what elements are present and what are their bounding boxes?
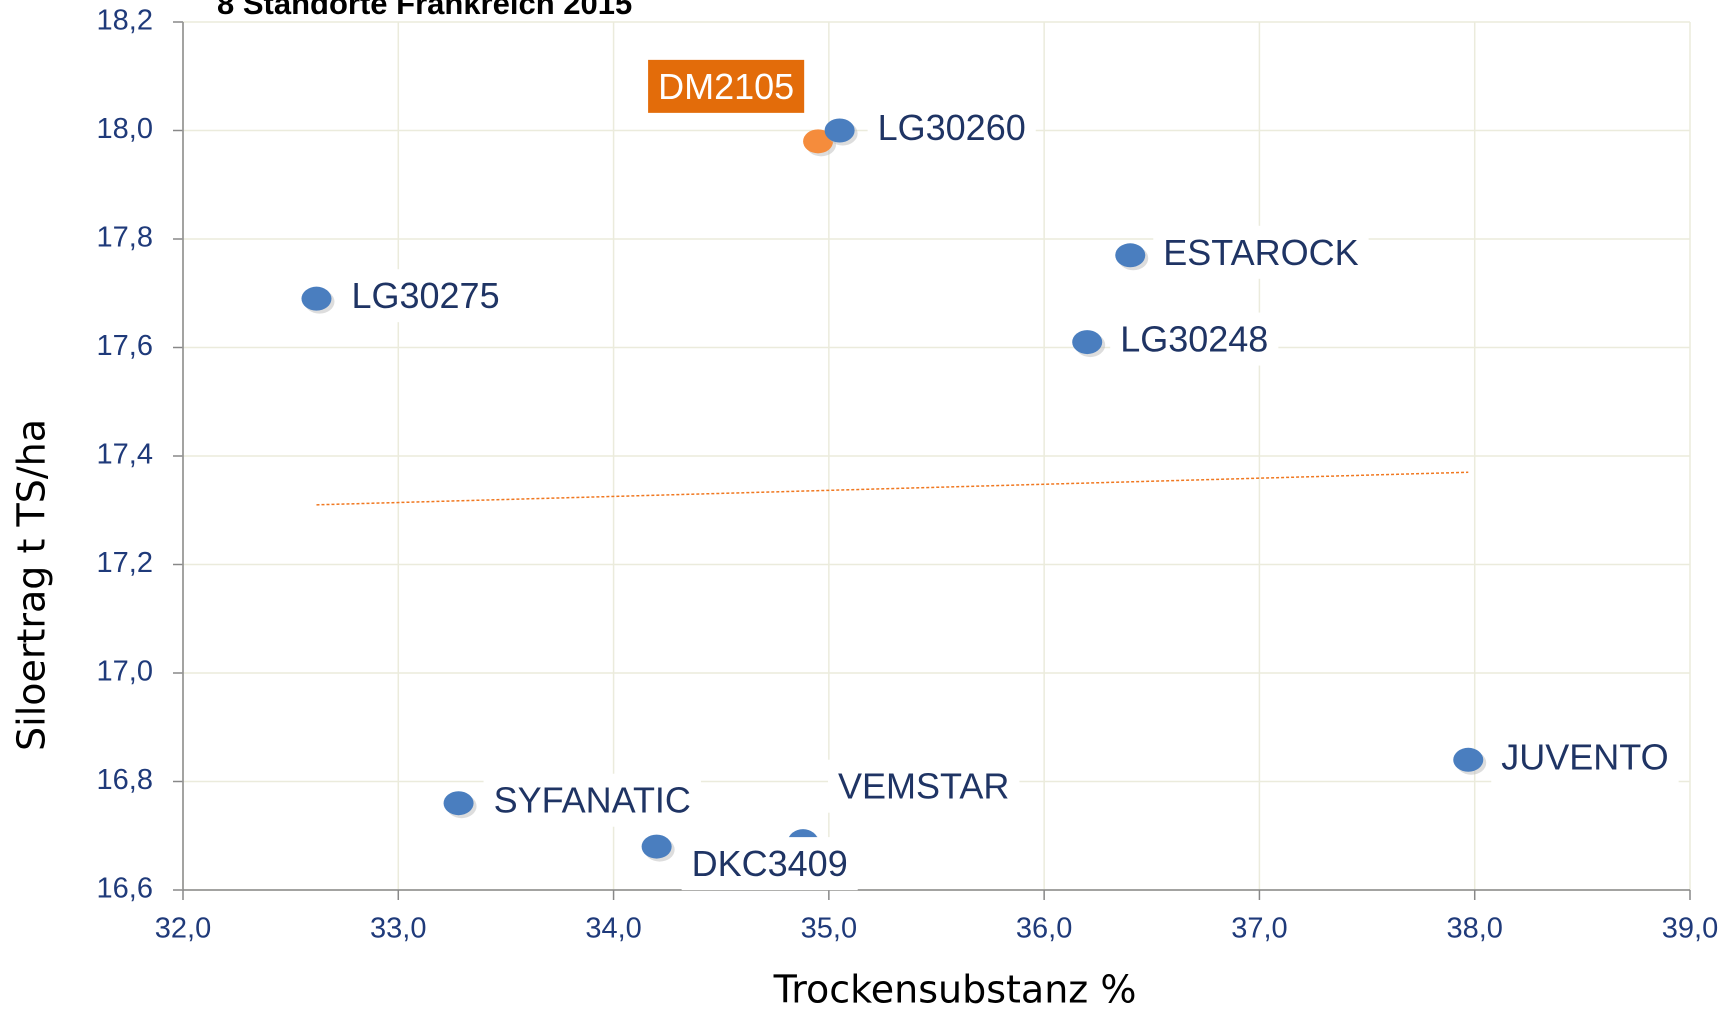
y-tick-label: 17,4 [97, 439, 153, 471]
point-label: SYFANATIC [494, 780, 691, 821]
trendline [316, 471, 1469, 506]
point-label-group: JUVENTO [1491, 730, 1679, 784]
point-label: ESTAROCK [1163, 232, 1358, 273]
point-label-group: DKC3409 [681, 837, 858, 891]
point [1072, 330, 1103, 355]
point [301, 286, 332, 311]
y-tick-label: 16,8 [97, 764, 153, 796]
y-axis-label: Siloertrag t TS/ha [10, 419, 54, 751]
point-label: DM2105 [658, 66, 794, 107]
x-tick-label: 35,0 [801, 913, 857, 945]
label-bg [483, 773, 701, 827]
chart-title: 8 Standorte Frankreich 2015 [217, 0, 632, 21]
x-axis-label: Trockensubstanz % [773, 968, 1137, 1009]
label-bg [867, 101, 1036, 155]
point-label-group: DM2105 [648, 59, 805, 113]
point-label-group: LG30260 [867, 101, 1036, 155]
y-tick-label: 17,8 [97, 222, 153, 254]
y-tick-label: 18,2 [97, 5, 153, 37]
x-tick-label: 33,0 [370, 913, 426, 945]
x-tick-label: 32,0 [155, 913, 211, 945]
point-label: LG30275 [351, 275, 499, 316]
y-tick-label: 17,6 [97, 330, 153, 362]
point-label-group: LG30248 [1110, 312, 1279, 366]
y-tick-label: 16,6 [97, 873, 153, 905]
point [641, 834, 672, 859]
point-label-group: LG30275 [341, 269, 510, 323]
point [443, 791, 474, 816]
y-tick-label: 17,2 [97, 547, 153, 579]
label-bg [341, 269, 510, 323]
x-tick-label: 36,0 [1016, 913, 1072, 945]
point [803, 129, 834, 154]
point-label: LG30248 [1120, 319, 1268, 360]
point-label-group: SYFANATIC [483, 773, 701, 827]
point [1115, 243, 1146, 268]
label-bg [1491, 730, 1679, 784]
point-label: LG30260 [878, 107, 1026, 148]
y-tick-label: 18,0 [97, 113, 153, 145]
y-tick-label: 17,0 [97, 656, 153, 688]
label-bg [1110, 312, 1279, 366]
x-tick-label: 37,0 [1231, 913, 1287, 945]
x-tick-label: 38,0 [1446, 913, 1502, 945]
label-bg [1153, 225, 1369, 279]
label-bg [828, 759, 1020, 813]
point [1453, 747, 1484, 772]
point-label: JUVENTO [1501, 736, 1668, 777]
point-label: DKC3409 [692, 843, 848, 884]
point-label-group: VEMSTAR [828, 759, 1020, 813]
point [824, 118, 855, 143]
x-tick-label: 39,0 [1662, 913, 1718, 945]
point-label-group: ESTAROCK [1153, 225, 1369, 279]
label-bg [681, 837, 858, 891]
point-label: VEMSTAR [838, 766, 1009, 807]
x-tick-label: 34,0 [585, 913, 641, 945]
label-box [648, 59, 805, 113]
